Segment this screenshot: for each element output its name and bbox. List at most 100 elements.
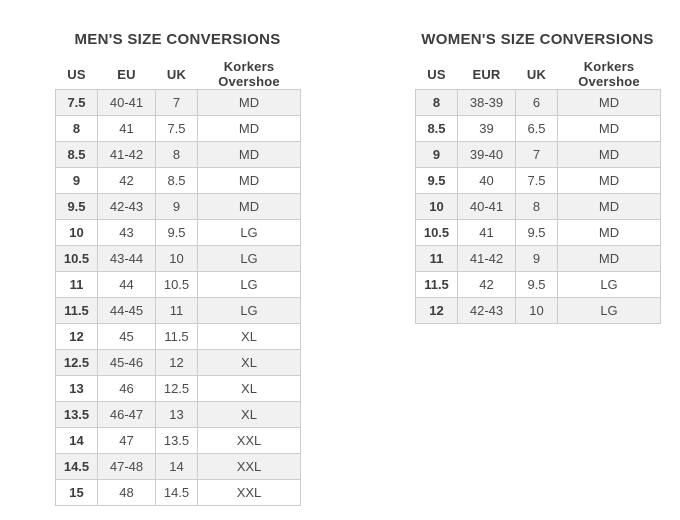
table-cell: 9 bbox=[515, 245, 558, 272]
table-cell: 45 bbox=[97, 323, 156, 350]
column-header-us: US bbox=[55, 59, 98, 90]
table-row: 9 39-40 7 MD bbox=[415, 141, 661, 168]
table-cell: 7.5 bbox=[55, 89, 98, 116]
table-row: 10 43 9.5 LG bbox=[55, 219, 301, 246]
table-cell: 42 bbox=[97, 167, 156, 194]
table-cell: 10 bbox=[155, 245, 198, 272]
table-row: 15 48 14.5 XXL bbox=[55, 479, 301, 506]
table-row: 13 46 12.5 XL bbox=[55, 375, 301, 402]
table-cell: 10 bbox=[515, 297, 558, 324]
table-cell: MD bbox=[557, 193, 661, 220]
table-cell: 8.5 bbox=[415, 115, 458, 142]
table-cell: 9 bbox=[415, 141, 458, 168]
table-cell: 11.5 bbox=[155, 323, 198, 350]
table-cell: MD bbox=[197, 167, 301, 194]
table-cell: XL bbox=[197, 323, 301, 350]
table-cell: 39-40 bbox=[457, 141, 516, 168]
table-cell: 41-42 bbox=[457, 245, 516, 272]
column-header-korkers-overshoe: Korkers Overshoe bbox=[197, 59, 301, 90]
table-cell: MD bbox=[197, 141, 301, 168]
table-cell: LG bbox=[197, 219, 301, 246]
table-cell: MD bbox=[197, 115, 301, 142]
table-cell: 10 bbox=[415, 193, 458, 220]
table-cell: LG bbox=[197, 271, 301, 298]
table-row: 11.5 44-45 11 LG bbox=[55, 297, 301, 324]
table-cell: 44 bbox=[97, 271, 156, 298]
mens-table-header: US EU UK Korkers Overshoe bbox=[55, 59, 301, 90]
table-row: 14 47 13.5 XXL bbox=[55, 427, 301, 454]
column-header-us: US bbox=[415, 59, 458, 90]
table-cell: 8.5 bbox=[155, 167, 198, 194]
table-cell: MD bbox=[557, 115, 661, 142]
table-cell: 7 bbox=[515, 141, 558, 168]
table-cell: MD bbox=[557, 89, 661, 116]
mens-size-conversions-section: MEN'S SIZE CONVERSIONS US EU UK Korkers … bbox=[55, 31, 301, 506]
table-cell: 13.5 bbox=[155, 427, 198, 454]
table-cell: 7.5 bbox=[155, 115, 198, 142]
table-row: 12 42-43 10 LG bbox=[415, 297, 661, 324]
table-cell: 11.5 bbox=[55, 297, 98, 324]
table-row: 10.5 41 9.5 MD bbox=[415, 219, 661, 246]
table-row: 11 41-42 9 MD bbox=[415, 245, 661, 272]
table-cell: 9.5 bbox=[155, 219, 198, 246]
table-cell: 7 bbox=[155, 89, 198, 116]
table-cell: 9.5 bbox=[515, 271, 558, 298]
table-cell: 41-42 bbox=[97, 141, 156, 168]
table-row: 9.5 42-43 9 MD bbox=[55, 193, 301, 220]
table-cell: 14.5 bbox=[155, 479, 198, 506]
table-cell: 11 bbox=[155, 297, 198, 324]
table-cell: 10.5 bbox=[55, 245, 98, 272]
table-cell: MD bbox=[197, 89, 301, 116]
table-cell: 7.5 bbox=[515, 167, 558, 194]
table-cell: 43 bbox=[97, 219, 156, 246]
table-cell: 47 bbox=[97, 427, 156, 454]
mens-size-table: US EU UK Korkers Overshoe 7.5 40-41 7 MD 8 41… bbox=[55, 59, 301, 506]
table-row: 8.5 41-42 8 MD bbox=[55, 141, 301, 168]
table-row: 11.5 42 9.5 LG bbox=[415, 271, 661, 298]
table-cell: 8.5 bbox=[55, 141, 98, 168]
table-cell: 11 bbox=[415, 245, 458, 272]
table-cell: 44-45 bbox=[97, 297, 156, 324]
table-cell: LG bbox=[197, 245, 301, 272]
table-row: 12 45 11.5 XL bbox=[55, 323, 301, 350]
table-cell: 10.5 bbox=[155, 271, 198, 298]
table-cell: XXL bbox=[197, 427, 301, 454]
table-cell: 38-39 bbox=[457, 89, 516, 116]
table-row: 8.5 39 6.5 MD bbox=[415, 115, 661, 142]
table-row: 9.5 40 7.5 MD bbox=[415, 167, 661, 194]
table-cell: 47-48 bbox=[97, 453, 156, 480]
table-cell: 48 bbox=[97, 479, 156, 506]
table-cell: 13 bbox=[55, 375, 98, 402]
column-header-uk: UK bbox=[515, 59, 558, 90]
table-cell: 8 bbox=[515, 193, 558, 220]
table-cell: 9.5 bbox=[415, 167, 458, 194]
table-cell: 41 bbox=[97, 115, 156, 142]
table-cell: 10.5 bbox=[415, 219, 458, 246]
table-row: 11 44 10.5 LG bbox=[55, 271, 301, 298]
table-cell: 12.5 bbox=[155, 375, 198, 402]
table-cell: 42 bbox=[457, 271, 516, 298]
table-cell: 12.5 bbox=[55, 349, 98, 376]
table-cell: 13 bbox=[155, 401, 198, 428]
table-cell: 42-43 bbox=[97, 193, 156, 220]
table-cell: 45-46 bbox=[97, 349, 156, 376]
table-row: 12.5 45-46 12 XL bbox=[55, 349, 301, 376]
table-cell: MD bbox=[557, 167, 661, 194]
table-row: 10.5 43-44 10 LG bbox=[55, 245, 301, 272]
table-cell: LG bbox=[197, 297, 301, 324]
table-cell: 40-41 bbox=[457, 193, 516, 220]
column-header-eu: EU bbox=[97, 59, 156, 90]
table-cell: 14 bbox=[55, 427, 98, 454]
table-cell: LG bbox=[557, 297, 661, 324]
table-row: 9 42 8.5 MD bbox=[55, 167, 301, 194]
column-header-korkers-overshoe: Korkers Overshoe bbox=[557, 59, 661, 90]
table-row: 8 38-39 6 MD bbox=[415, 89, 661, 116]
table-cell: 46-47 bbox=[97, 401, 156, 428]
table-cell: 8 bbox=[415, 89, 458, 116]
table-row: 8 41 7.5 MD bbox=[55, 115, 301, 142]
table-cell: 43-44 bbox=[97, 245, 156, 272]
table-cell: 13.5 bbox=[55, 401, 98, 428]
table-cell: 41 bbox=[457, 219, 516, 246]
table-cell: 40 bbox=[457, 167, 516, 194]
